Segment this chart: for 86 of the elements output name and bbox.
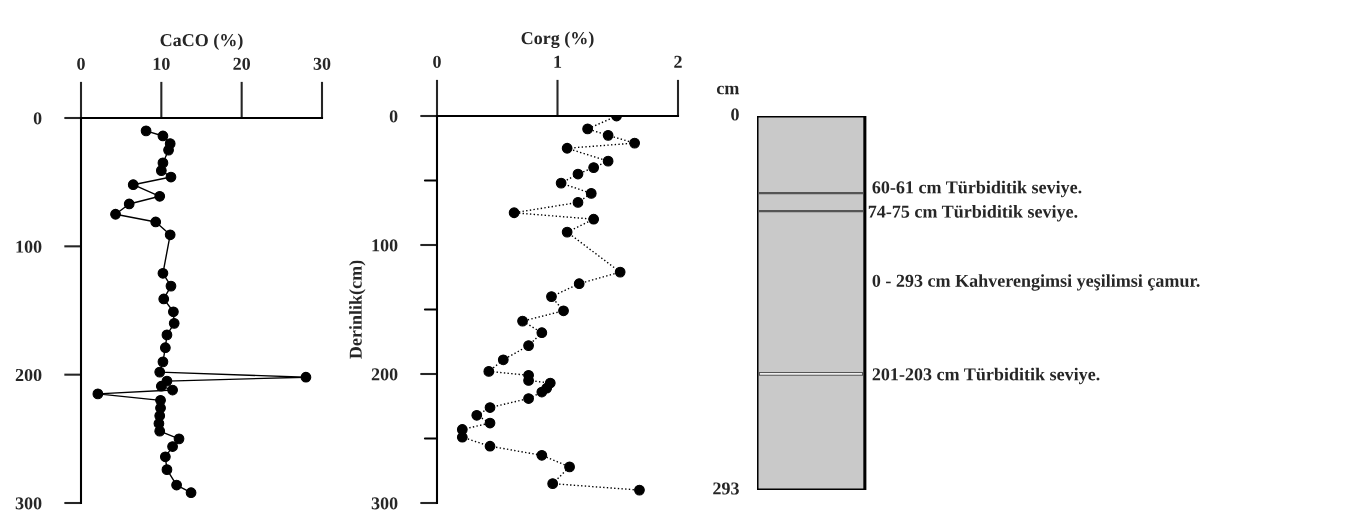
- x-axis-title: Corg (%): [521, 31, 594, 49]
- point: [154, 190, 166, 202]
- x-tick-label: 20: [233, 57, 251, 70]
- point: [164, 229, 176, 241]
- point: [165, 280, 177, 292]
- point: [483, 366, 495, 377]
- point: [536, 386, 548, 398]
- point: [92, 388, 104, 400]
- point: [157, 267, 169, 279]
- point: [154, 366, 166, 378]
- point: [127, 179, 139, 191]
- text: 201-203 cm Türbiditik seviye.: [872, 367, 1100, 385]
- x-tick-label: 2: [674, 55, 682, 68]
- point: [634, 484, 645, 496]
- x-tick-label: 0: [433, 55, 441, 68]
- y-tick-label: 100: [16, 240, 42, 253]
- point: [497, 354, 509, 366]
- point: [168, 306, 179, 318]
- point: [536, 327, 548, 339]
- point: [629, 137, 640, 149]
- point: [572, 168, 584, 180]
- point: [573, 278, 585, 290]
- point: [582, 123, 594, 135]
- point: [157, 356, 169, 368]
- point: [572, 197, 584, 208]
- point: [484, 417, 496, 429]
- y-tick-label: 200: [371, 368, 398, 381]
- text: 60-61 cm Türbiditik seviye.: [872, 180, 1082, 198]
- point: [165, 171, 177, 183]
- point: [484, 440, 496, 452]
- point: [159, 451, 171, 463]
- point: [155, 165, 167, 176]
- point: [588, 213, 600, 225]
- y-tick-label: 300: [15, 497, 42, 510]
- point: [484, 402, 496, 413]
- point: [171, 479, 182, 491]
- x-tick-label: 10: [153, 57, 170, 70]
- text: 0 - 293 cm Kahverengimsi yeşilimsi çamur.: [872, 274, 1200, 291]
- point: [110, 208, 121, 220]
- point: [123, 198, 135, 210]
- point: [547, 478, 559, 490]
- point: [161, 329, 173, 341]
- x-axis-title: CaCO (%): [160, 33, 243, 50]
- point: [167, 384, 178, 396]
- point: [564, 461, 575, 473]
- x-tick-label: 1: [554, 55, 562, 68]
- point: [588, 162, 600, 173]
- text: cm: [716, 85, 740, 95]
- point: [558, 305, 569, 317]
- point: [150, 216, 162, 228]
- point: [523, 393, 534, 404]
- point: [161, 464, 173, 476]
- point: [585, 188, 597, 199]
- point: [517, 315, 528, 327]
- point: [561, 226, 573, 238]
- point: [602, 155, 614, 167]
- y-axis-title: Derinlik(cm): [349, 260, 366, 359]
- point: [155, 380, 167, 392]
- point: [159, 342, 171, 354]
- point: [158, 293, 170, 305]
- point: [546, 291, 557, 302]
- y-tick-label: 0: [389, 110, 398, 123]
- point: [471, 409, 483, 421]
- y-tick-label: 200: [15, 368, 42, 382]
- point: [602, 129, 614, 141]
- point: [173, 433, 185, 445]
- point: [555, 177, 567, 189]
- point: [167, 441, 178, 452]
- y-tick-label: 300: [371, 497, 398, 510]
- text: 293: [713, 482, 739, 495]
- text: 74-75 cm Türbiditik seviye.: [868, 205, 1078, 222]
- y-tick-label: 0: [33, 112, 42, 125]
- point: [523, 340, 534, 351]
- point: [536, 449, 548, 461]
- point: [140, 125, 152, 137]
- point: [157, 130, 169, 142]
- point: [614, 266, 626, 278]
- point: [508, 207, 520, 219]
- point: [561, 142, 573, 154]
- x-tick-label: 30: [313, 57, 331, 70]
- point: [168, 317, 180, 329]
- point: [185, 487, 197, 499]
- point: [300, 371, 312, 383]
- y-tick-label: 100: [372, 239, 398, 252]
- text: 0: [731, 108, 739, 121]
- x-tick-label: 0: [77, 57, 85, 70]
